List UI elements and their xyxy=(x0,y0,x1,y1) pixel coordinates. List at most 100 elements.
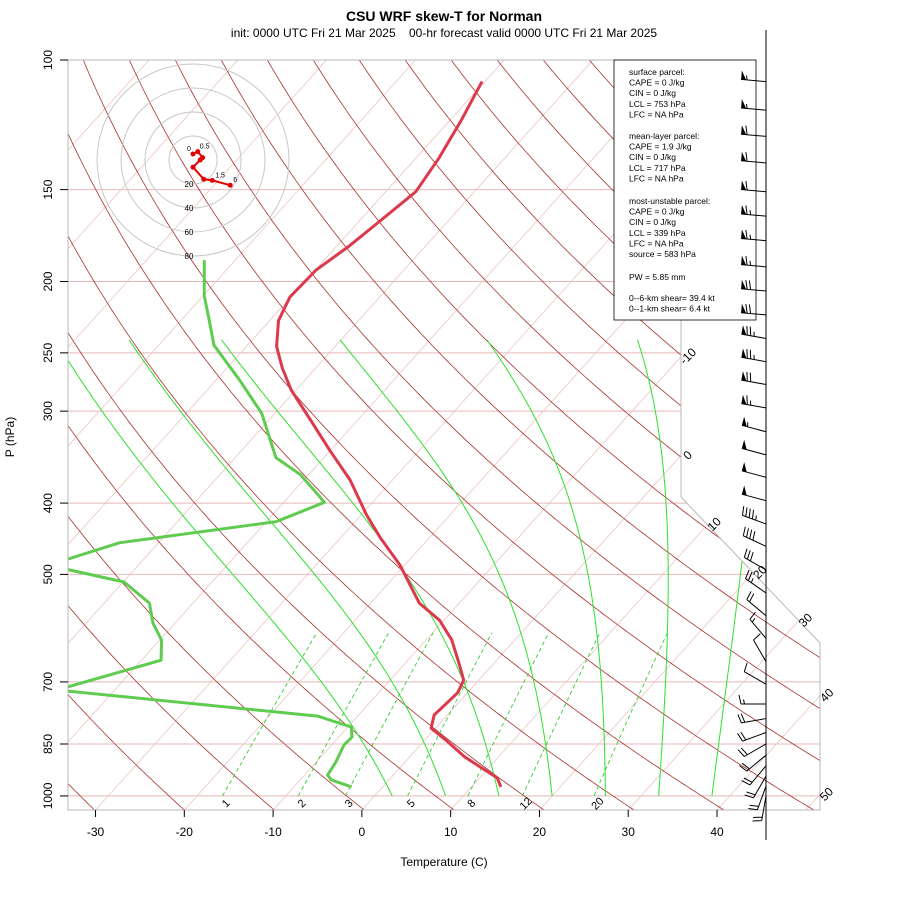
wind-barb-pennant xyxy=(741,485,747,496)
dry-adiabat xyxy=(68,60,545,810)
info-line: CAPE = 1.9 J/kg xyxy=(629,142,692,152)
info-line: LFC = NA hPa xyxy=(629,109,684,119)
isotherm xyxy=(68,60,505,810)
wind-barb-staff xyxy=(741,422,767,433)
wind-barb-pennant xyxy=(741,180,747,190)
wind-barb xyxy=(741,229,767,242)
mixing-ratio-line xyxy=(467,632,550,797)
x-tick-label: 10 xyxy=(444,825,458,839)
wind-barb-pennant xyxy=(741,229,747,239)
x-tick-label: -30 xyxy=(87,825,105,839)
dry-adiabat xyxy=(174,60,820,810)
moist-adiabat xyxy=(68,339,393,797)
info-box-frame xyxy=(613,59,757,321)
moist-adiabat xyxy=(339,339,553,796)
wind-barb xyxy=(741,485,767,502)
wind-barb xyxy=(737,713,767,724)
wind-barb xyxy=(741,325,767,339)
wind-barb-staff xyxy=(745,570,767,594)
wind-barb-staff xyxy=(741,395,767,409)
mixing-ratio-line xyxy=(593,632,668,797)
info-line: mean-layer parcel: xyxy=(629,131,699,141)
x-tick-label: 30 xyxy=(622,825,636,839)
hodograph-point xyxy=(195,149,201,155)
hodograph-point xyxy=(190,164,196,170)
info-line: surface parcel: xyxy=(629,67,685,77)
wind-barb xyxy=(737,743,767,757)
hodograph-ring-label: 80 xyxy=(185,252,194,261)
wind-barb-pennant xyxy=(741,394,747,405)
wind-barbs xyxy=(737,70,767,822)
wind-barb-staff xyxy=(739,754,767,772)
x-tick-label: -20 xyxy=(176,825,194,839)
wind-barb xyxy=(741,125,767,137)
info-line: LFC = NA hPa xyxy=(629,238,684,248)
chart-title: CSU WRF skew-T for Norman xyxy=(346,8,542,24)
y-tick-label: 1000 xyxy=(41,782,55,809)
wind-barb xyxy=(741,279,767,292)
wind-barb-pennant xyxy=(741,462,747,473)
wind-barb-staff xyxy=(737,743,767,757)
info-line: CAPE = 0 J/kg xyxy=(629,207,685,217)
dry-adiabat xyxy=(68,60,725,810)
wind-barb xyxy=(744,775,767,799)
temperature-line xyxy=(275,80,503,788)
wind-barb-staff xyxy=(752,795,767,822)
wind-barb xyxy=(741,462,767,478)
hodograph-point xyxy=(227,182,233,188)
wind-barb xyxy=(741,371,767,385)
wind-barb xyxy=(741,180,767,193)
hodograph-point xyxy=(197,157,203,163)
moist-adiabat xyxy=(221,339,500,796)
mixing-ratio-line xyxy=(297,632,390,797)
wind-barb-staff xyxy=(753,633,767,662)
wind-barb xyxy=(741,394,767,409)
isotherm xyxy=(272,60,820,810)
wind-barb-staff xyxy=(738,694,767,705)
wind-barb xyxy=(749,611,767,639)
dry-adiabat xyxy=(68,60,185,810)
wind-barb xyxy=(741,348,767,363)
wind-barb xyxy=(737,731,767,742)
x-axis-label: Temperature (C) xyxy=(400,855,487,869)
wind-barb-staff xyxy=(743,662,767,685)
info-line: LCL = 339 hPa xyxy=(629,228,686,238)
wind-barb-pennant xyxy=(741,70,747,80)
isotherm xyxy=(68,60,683,810)
info-line: most-unstable parcel: xyxy=(629,196,710,206)
wind-barb-staff xyxy=(748,786,767,811)
wind-barb-staff xyxy=(737,713,767,724)
wind-barb-pennant xyxy=(741,371,747,382)
hodograph-label: 0 xyxy=(187,146,191,153)
isotherm xyxy=(539,60,820,810)
hodograph-ring-label: 40 xyxy=(185,204,194,213)
y-tick-label: 300 xyxy=(41,401,55,421)
dry-adiabat xyxy=(68,60,635,810)
y-tick-label: 250 xyxy=(41,343,55,363)
wind-barb xyxy=(741,765,767,786)
dewpoint-line xyxy=(68,260,354,789)
moist-adiabat xyxy=(128,339,447,797)
wind-barb-staff xyxy=(746,591,767,617)
y-tick-label: 850 xyxy=(41,734,55,754)
y-axis-label: P (hPa) xyxy=(3,417,17,457)
wind-barb-staff xyxy=(743,548,767,571)
moist-adiabat xyxy=(637,339,669,796)
hodograph-ring xyxy=(96,63,290,257)
isotherm xyxy=(68,60,327,810)
wind-barb xyxy=(742,506,767,525)
info-line: CIN = 0 J/kg xyxy=(629,152,676,162)
wind-barb xyxy=(741,151,767,164)
wind-barb xyxy=(741,70,767,83)
wind-barb xyxy=(753,633,767,662)
info-line: LCL = 753 hPa xyxy=(629,99,686,109)
wind-barb-pennant xyxy=(741,439,747,450)
dry-adiabat xyxy=(358,60,820,810)
x-tick-label: 40 xyxy=(710,825,724,839)
hodograph-label: 6 xyxy=(233,177,237,184)
mixing-ratio-line xyxy=(407,632,493,797)
wind-barb-pennant xyxy=(741,303,747,314)
